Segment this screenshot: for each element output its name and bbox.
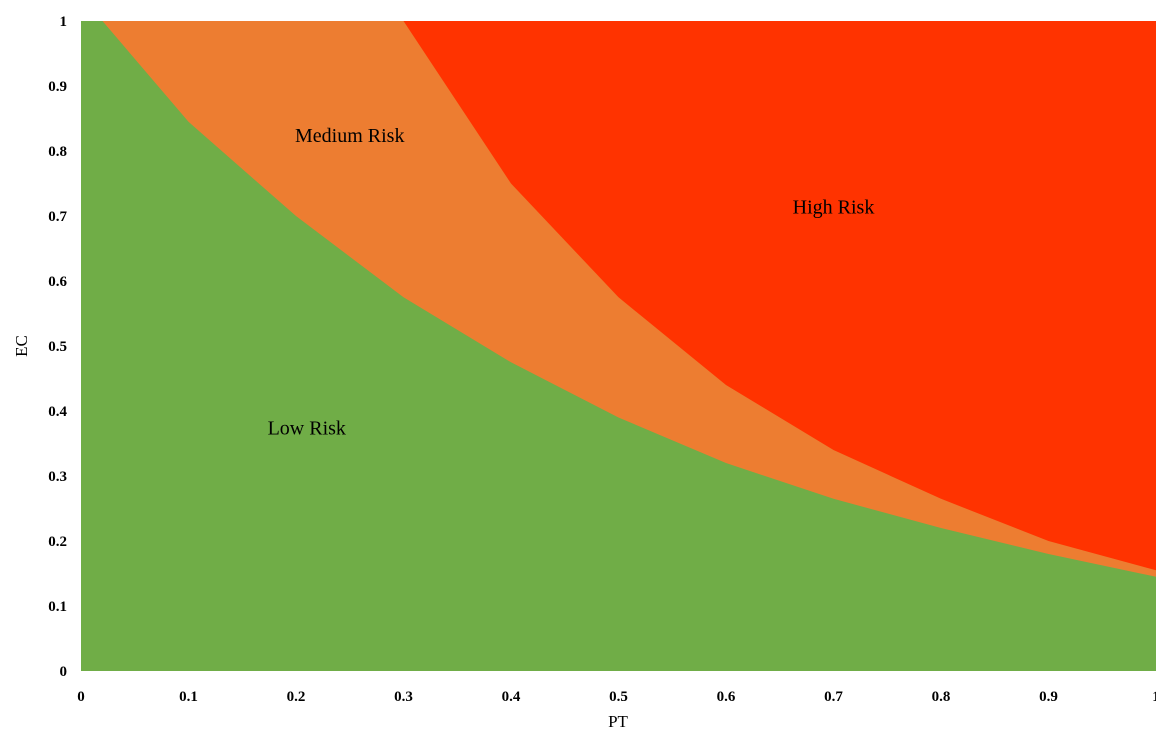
x-tick-label: 0.5 (609, 689, 628, 705)
region-label-low-risk: Low Risk (268, 417, 346, 439)
x-tick-label: 0 (77, 689, 85, 705)
x-tick-label: 0.6 (717, 689, 736, 705)
x-tick-label: 0.4 (502, 689, 521, 705)
x-tick-label: 0.3 (394, 689, 413, 705)
y-tick-label: 0.3 (48, 469, 67, 485)
y-tick-label: 1 (60, 14, 68, 30)
plot-areas (81, 21, 1156, 671)
y-tick-label: 0.2 (48, 534, 67, 550)
y-tick-label: 0.5 (48, 339, 67, 355)
y-tick-label: 0.9 (48, 79, 67, 95)
x-tick-label: 0.8 (932, 689, 951, 705)
x-tick-label: 0.1 (179, 689, 198, 705)
y-axis-label: EC (12, 335, 31, 357)
y-tick-label: 0.8 (48, 144, 67, 160)
y-tick-label: 0.6 (48, 274, 67, 290)
y-tick-label: 0 (60, 664, 68, 680)
y-tick-label: 0.4 (48, 404, 67, 420)
x-axis-ticks: 0 0.1 0.2 0.3 0.4 0.5 0.6 0.7 0.8 0.9 1 (77, 689, 1156, 705)
y-tick-label: 0.7 (48, 209, 67, 225)
x-tick-label: 0.7 (824, 689, 843, 705)
y-axis-ticks: 0 0.1 0.2 0.3 0.4 0.5 0.6 0.7 0.8 0.9 1 (48, 14, 67, 680)
x-axis-label: PT (608, 712, 628, 731)
region-annotations: Medium Risk High Risk Low Risk (268, 125, 875, 440)
x-tick-label: 0.2 (287, 689, 306, 705)
region-label-high-risk: High Risk (793, 196, 875, 218)
x-tick-label: 0.9 (1039, 689, 1058, 705)
y-tick-label: 0.1 (48, 599, 67, 615)
x-tick-label: 1 (1152, 689, 1156, 705)
region-label-medium-risk: Medium Risk (295, 125, 404, 147)
low-risk-area (81, 21, 1156, 671)
